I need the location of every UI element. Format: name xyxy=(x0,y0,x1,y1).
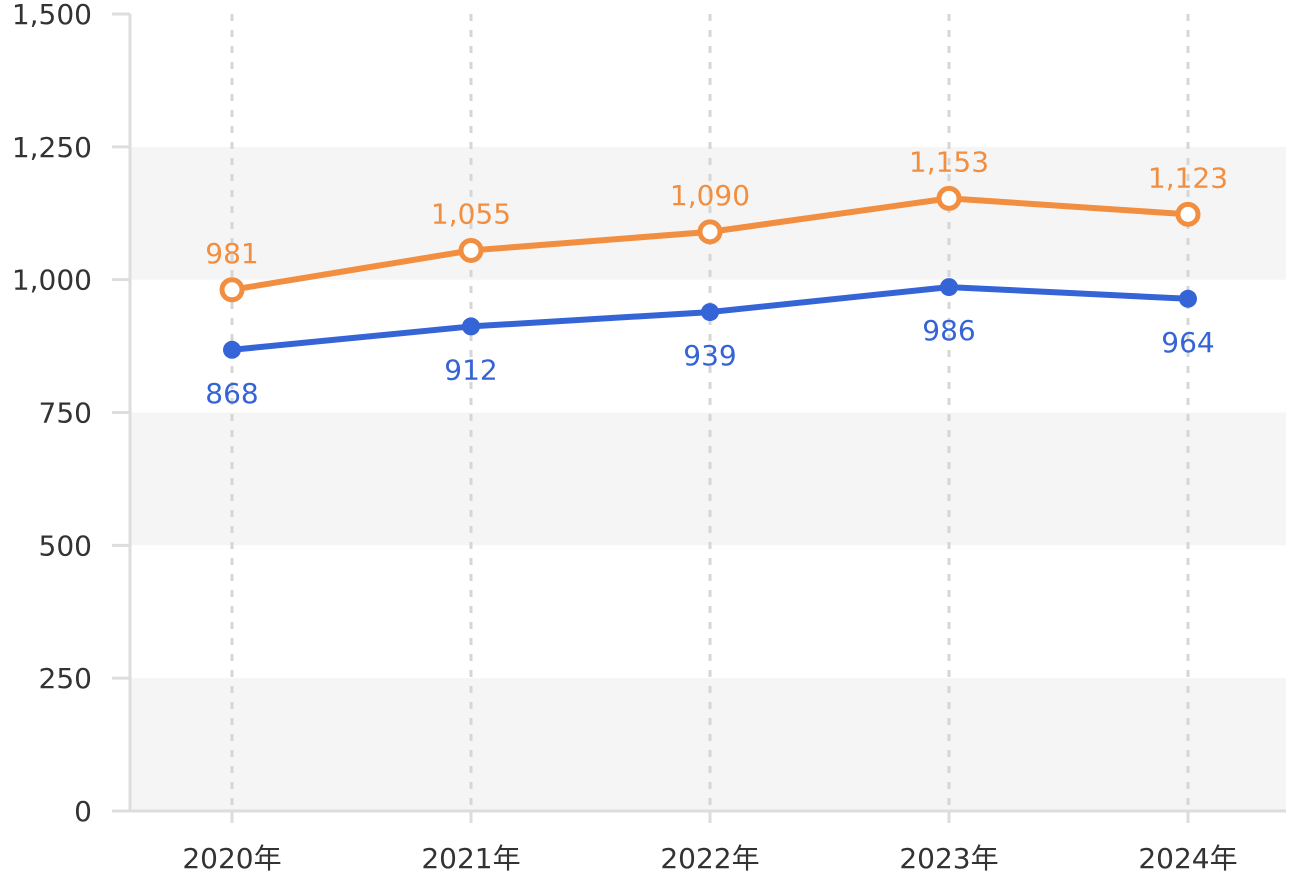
y-tick-label: 1,500 xyxy=(12,0,92,31)
y-tick-label: 750 xyxy=(39,397,92,430)
x-tick-label: 2020年 xyxy=(182,842,281,875)
x-tick-label: 2023年 xyxy=(899,842,998,875)
background-band xyxy=(130,146,1286,280)
x-tick-label: 2022年 xyxy=(660,842,759,875)
background-band xyxy=(130,678,1286,811)
data-point xyxy=(462,317,480,336)
data-point xyxy=(219,277,245,303)
y-tick-label: 250 xyxy=(39,662,92,695)
data-point xyxy=(458,237,484,263)
data-point xyxy=(701,303,719,322)
series-0: 981 1,055 1,090 1,153 1,123 xyxy=(205,145,1228,303)
data-label: 868 xyxy=(205,377,258,410)
data-label: 964 xyxy=(1161,326,1214,359)
data-point xyxy=(223,340,241,359)
data-point xyxy=(1179,289,1197,308)
data-point xyxy=(697,219,723,245)
x-tick-label: 2024年 xyxy=(1138,842,1237,875)
data-label: 939 xyxy=(683,339,736,372)
data-label: 981 xyxy=(205,237,258,270)
background-bands xyxy=(130,146,1286,811)
axes xyxy=(112,12,1286,823)
data-label: 986 xyxy=(922,314,975,347)
data-point xyxy=(1175,201,1201,227)
x-tick-label: 2021年 xyxy=(421,842,520,875)
y-axis-tick-labels: 0 250 500 750 1,000 1,250 1,500 xyxy=(12,0,92,828)
x-axis-tick-labels: 2020年 2021年 2022年 2023年 2024年 xyxy=(182,842,1237,875)
y-tick-label: 500 xyxy=(39,529,92,562)
y-tick-label: 1,250 xyxy=(12,131,92,164)
data-point xyxy=(940,278,958,297)
series-group: 981 1,055 1,090 1,153 1,123 868 912 939 986 964 xyxy=(205,145,1228,409)
data-point xyxy=(936,185,962,211)
data-label: 1,123 xyxy=(1148,161,1228,194)
data-label: 1,090 xyxy=(670,179,750,212)
data-label: 912 xyxy=(444,353,497,386)
data-label: 1,055 xyxy=(431,197,511,230)
vertical-gridlines xyxy=(230,14,1190,811)
background-band xyxy=(130,412,1286,546)
y-tick-label: 0 xyxy=(74,795,92,828)
series-1: 868 912 939 986 964 xyxy=(205,278,1215,410)
y-tick-label: 1,000 xyxy=(12,264,92,297)
data-label: 1,153 xyxy=(909,145,989,178)
